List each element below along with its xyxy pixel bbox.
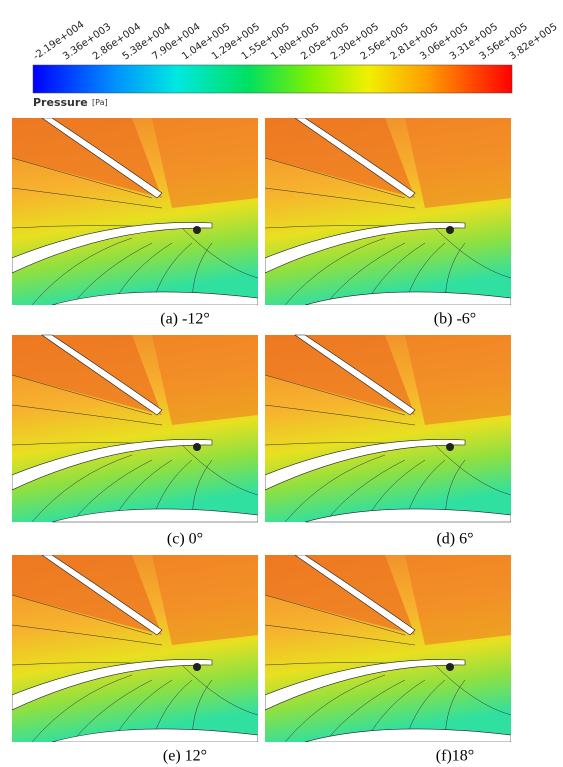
colorbar-title: Pressure (33, 96, 88, 109)
contour-plot (265, 555, 511, 742)
panel-caption: (e) 12° (163, 748, 207, 765)
panels: (a) -12° (b) -6° (c) 0° (d) 6° (e) 12° (f)18° (12, 118, 511, 765)
contour-plot (12, 335, 258, 522)
contour-plot (265, 118, 511, 305)
contour-plot (12, 555, 258, 742)
panel-caption: (f)18° (436, 748, 474, 765)
colorbar (33, 65, 512, 93)
panel-caption: (a) -12° (160, 311, 209, 328)
figure: -2.19e+0043.36e+0032.86e+0045.38e+0047.9… (0, 0, 563, 767)
panel-caption: (d) 6° (436, 531, 473, 548)
colorbar-ticks: -2.19e+0043.36e+0032.86e+0045.38e+0047.9… (31, 19, 559, 62)
contour-plot (12, 118, 258, 305)
panel-caption: (b) -6° (434, 311, 476, 328)
contour-plot (265, 335, 511, 522)
panel-caption: (c) 0° (167, 531, 203, 548)
colorbar-unit: [Pa] (92, 98, 108, 107)
